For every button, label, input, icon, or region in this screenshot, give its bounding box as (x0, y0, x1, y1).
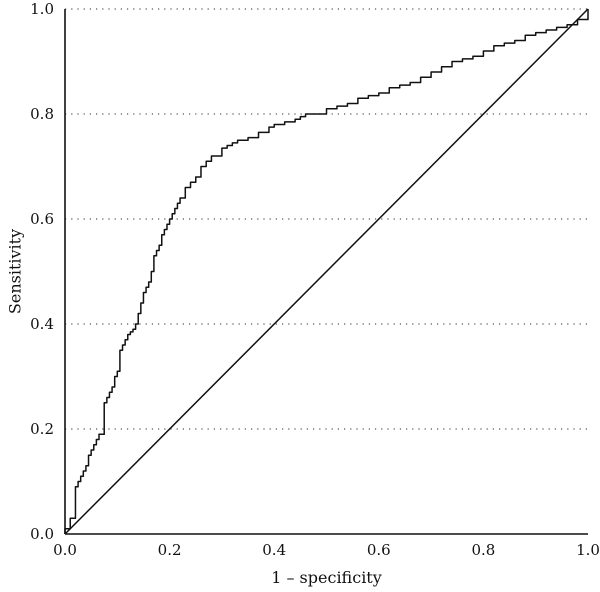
grid-lines (65, 8, 588, 430)
axes (64, 9, 588, 535)
x-axis-title: 1 – specificity (271, 568, 382, 587)
x-tick-label: 0.4 (262, 541, 286, 559)
y-tick-label: 0.4 (30, 315, 54, 333)
y-tick-label: 0.6 (30, 210, 54, 228)
y-tick-label: 1.0 (30, 0, 54, 18)
y-axis-title: Sensitivity (6, 229, 25, 314)
y-tick-label: 0.0 (30, 525, 54, 543)
series-layer (64, 8, 589, 535)
x-tick-label: 0.8 (471, 541, 495, 559)
roc-curve (64, 9, 589, 534)
y-tick-label: 0.2 (30, 420, 54, 438)
reference-diagonal-line (64, 8, 589, 535)
x-tick-label: 0.0 (53, 541, 77, 559)
y-tick-label: 0.8 (30, 105, 54, 123)
x-tick-label: 0.2 (158, 541, 182, 559)
tick-labels: 0.0 0.2 0.4 0.6 0.8 1.0 0.0 0.2 0.4 0.6 0.8 1.0 (30, 0, 600, 559)
x-tick-label: 0.6 (367, 541, 391, 559)
x-tick-label: 1.0 (576, 541, 600, 559)
